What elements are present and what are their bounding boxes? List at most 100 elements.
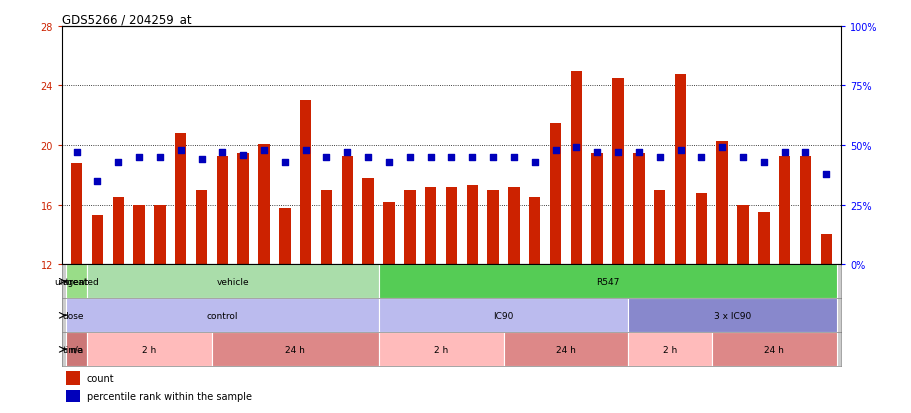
Text: dose: dose xyxy=(62,311,84,320)
Point xyxy=(444,154,458,161)
Bar xyxy=(570,71,581,265)
Point xyxy=(693,154,708,161)
Bar xyxy=(378,332,503,366)
Bar xyxy=(695,193,706,265)
Point xyxy=(486,154,500,161)
Point xyxy=(465,154,479,161)
Bar xyxy=(66,371,80,385)
Point xyxy=(714,145,729,152)
Point xyxy=(361,154,375,161)
Bar xyxy=(711,332,835,366)
Point xyxy=(215,150,230,156)
Point xyxy=(568,145,583,152)
Point xyxy=(651,154,666,161)
Bar xyxy=(66,390,80,402)
Point xyxy=(131,154,146,161)
Bar xyxy=(503,332,628,366)
Bar xyxy=(674,74,685,265)
Point xyxy=(277,159,292,166)
Text: IC90: IC90 xyxy=(493,311,513,320)
Point xyxy=(381,159,395,166)
Bar xyxy=(632,153,644,265)
Point xyxy=(527,159,541,166)
Point xyxy=(298,147,312,154)
Bar xyxy=(378,265,835,299)
Text: 3 x IC90: 3 x IC90 xyxy=(713,311,751,320)
Point xyxy=(402,154,416,161)
Text: 24 h: 24 h xyxy=(763,345,783,354)
Bar xyxy=(445,188,456,265)
Text: GDS5266 / 204259_at: GDS5266 / 204259_at xyxy=(62,13,191,26)
Point xyxy=(756,159,771,166)
Point xyxy=(797,150,812,156)
Bar xyxy=(71,164,82,265)
Bar xyxy=(383,202,394,265)
Bar xyxy=(486,190,498,265)
Bar xyxy=(175,134,186,265)
Text: vehicle: vehicle xyxy=(216,277,249,286)
Bar xyxy=(591,153,602,265)
Text: untreated: untreated xyxy=(54,277,99,286)
Point xyxy=(340,150,354,156)
Text: control: control xyxy=(207,311,238,320)
Text: n/a: n/a xyxy=(69,345,84,354)
Bar xyxy=(92,216,103,265)
Text: 2 h: 2 h xyxy=(662,345,677,354)
Bar xyxy=(799,156,810,265)
Bar xyxy=(404,190,415,265)
Bar xyxy=(237,153,249,265)
Point xyxy=(173,147,188,154)
Bar xyxy=(258,144,270,265)
Point xyxy=(423,154,437,161)
Bar xyxy=(528,198,540,265)
Bar xyxy=(736,205,748,265)
Bar xyxy=(112,198,124,265)
Text: count: count xyxy=(87,373,115,383)
Bar xyxy=(757,213,769,265)
Point xyxy=(319,154,333,161)
Bar xyxy=(87,265,378,299)
Point xyxy=(631,150,646,156)
Bar xyxy=(611,79,623,265)
Point xyxy=(90,178,105,185)
Point xyxy=(194,157,209,163)
Bar xyxy=(628,299,835,332)
Bar xyxy=(362,178,374,265)
Text: percentile rank within the sample: percentile rank within the sample xyxy=(87,391,251,401)
Bar xyxy=(321,190,332,265)
Point xyxy=(548,147,562,154)
Bar xyxy=(217,156,228,265)
Bar xyxy=(342,156,353,265)
Point xyxy=(589,150,604,156)
Bar xyxy=(87,332,211,366)
Text: R547: R547 xyxy=(595,277,619,286)
Bar xyxy=(820,235,831,265)
Point xyxy=(236,152,251,159)
Point xyxy=(818,171,833,178)
Point xyxy=(610,150,625,156)
Bar xyxy=(425,188,435,265)
Bar xyxy=(549,123,560,265)
Point xyxy=(152,154,167,161)
Bar xyxy=(196,190,207,265)
Point xyxy=(776,150,791,156)
Bar xyxy=(653,190,665,265)
Bar xyxy=(67,265,87,299)
Text: agent: agent xyxy=(62,277,88,286)
Bar xyxy=(778,156,790,265)
Text: 2 h: 2 h xyxy=(142,345,157,354)
Point xyxy=(507,154,521,161)
Text: 24 h: 24 h xyxy=(556,345,575,354)
Text: time: time xyxy=(62,345,83,354)
Bar xyxy=(466,186,477,265)
Bar xyxy=(154,205,166,265)
Point xyxy=(111,159,126,166)
Bar xyxy=(628,332,711,366)
Bar xyxy=(716,141,727,265)
Point xyxy=(256,147,271,154)
Point xyxy=(69,150,84,156)
Bar xyxy=(67,299,378,332)
Point xyxy=(735,154,750,161)
Bar xyxy=(300,101,311,265)
Bar xyxy=(507,188,519,265)
